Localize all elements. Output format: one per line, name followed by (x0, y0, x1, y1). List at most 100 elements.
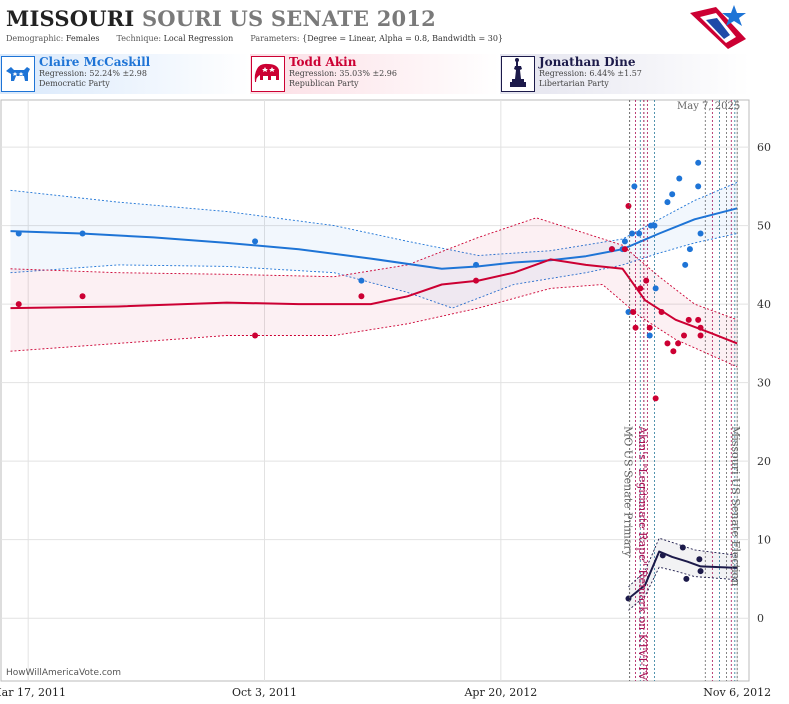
band-lower-line (10, 284, 738, 368)
poll-point (79, 293, 86, 300)
parameters-line: Demographic: Females Technique: Local Re… (6, 34, 503, 43)
site-logo-icon (690, 5, 746, 49)
poll-point (473, 277, 480, 284)
poll-point (696, 556, 703, 563)
x-tick-label: Mar 17, 2011 (0, 686, 66, 699)
candidate-name: Claire McCaskill (39, 55, 151, 69)
candidate-regression: Regression: 6.44% ±1.57 (539, 69, 642, 78)
confidence-band (628, 538, 738, 611)
poll-point (473, 261, 480, 268)
parameters-value: {Degree = Linear, Alpha = 0.8, Bandwidth… (302, 34, 504, 43)
poll-point (659, 552, 666, 559)
y-tick-label: 50 (757, 220, 771, 233)
demographic-value: Females (65, 34, 100, 43)
x-tick-label: Oct 3, 2011 (232, 686, 297, 699)
poll-point (625, 202, 632, 209)
poll-point (682, 261, 689, 268)
poll-point (695, 159, 702, 166)
poll-point (625, 595, 632, 602)
poll-point (79, 230, 86, 237)
legend-backgrounds (0, 54, 750, 94)
y-tick-label: 0 (757, 612, 764, 625)
candidate-regression: Regression: 35.03% ±2.96 (289, 69, 397, 78)
poll-point (15, 230, 22, 237)
trend-line (627, 550, 738, 600)
poll-point (676, 175, 683, 182)
poll-point (695, 183, 702, 190)
title-state: MISSOURI (6, 6, 135, 31)
elephant-icon (251, 56, 285, 92)
poll-point (685, 316, 692, 323)
poll-point (358, 277, 365, 284)
poll-point (646, 332, 653, 339)
poll-point (651, 222, 658, 229)
confidence-band (10, 182, 738, 309)
poll-point (697, 568, 704, 575)
technique-label: Technique: (116, 34, 162, 43)
legend-item-akin: Todd Akin Regression: 35.03% ±2.96 Repub… (250, 54, 500, 94)
poll-point (658, 308, 665, 315)
legend-item-mccaskill: Claire McCaskill Regression: 52.24% ±2.9… (0, 54, 250, 94)
x-tick-label: Nov 6, 2012 (703, 686, 771, 699)
poll-point (608, 246, 615, 253)
title-race: SOURI US SENATE 2012 (141, 6, 436, 31)
poll-point (695, 316, 702, 323)
poll-point (630, 308, 637, 315)
poll-point (679, 544, 686, 551)
confidence-band (10, 217, 738, 367)
poll-point (636, 230, 643, 237)
poll-point (637, 285, 644, 292)
poll-point (621, 238, 628, 245)
candidate-regression: Regression: 52.24% ±2.98 (39, 69, 147, 78)
event-label: Missouri US Senate Election (729, 426, 742, 586)
candidate-name: Todd Akin (289, 55, 357, 69)
poll-point (652, 395, 659, 402)
poll-point (252, 238, 259, 245)
poll-point (683, 575, 690, 582)
y-tick-label: 30 (757, 377, 771, 390)
date-stamp: May 7, 2025 (677, 101, 741, 112)
poll-point (664, 340, 671, 347)
plot-area (0, 99, 750, 682)
poll-point (652, 285, 659, 292)
candidate-legend: Claire McCaskill Regression: 52.24% ±2.9… (0, 54, 789, 94)
poll-point (697, 324, 704, 331)
candidate-name: Jonathan Dine (539, 55, 636, 69)
band-upper-line (10, 181, 738, 256)
liberty-statue-icon (501, 56, 535, 92)
band-lower-line (10, 233, 738, 309)
poll-point (681, 332, 688, 339)
poll-chart: 0 10 20 30 40 50 60 Mar 17, 2011 Oct 3, 2011 Apr … (0, 99, 771, 699)
band-upper-line (10, 217, 738, 321)
y-tick-label: 40 (757, 298, 771, 311)
poll-point (669, 191, 676, 198)
y-tick-label: 20 (757, 455, 771, 468)
poll-point (621, 246, 628, 253)
poll-point (632, 324, 639, 331)
page-title: MISSOURI SOURI US SENATE 2012 (6, 6, 436, 31)
y-tick-label: 60 (757, 141, 771, 154)
band-lower-line (628, 566, 738, 611)
candidate-party: Democratic Party (39, 79, 110, 88)
poll-point (643, 277, 650, 284)
technique-value: Local Regression (163, 34, 234, 43)
poll-point (697, 332, 704, 339)
site-credit: HowWillAmericaVote.com (6, 668, 122, 678)
poll-point (252, 332, 259, 339)
poll-point (664, 199, 671, 206)
event-label: MO US Senate Primary (622, 426, 635, 558)
poll-point (631, 183, 638, 190)
poll-point (686, 246, 693, 253)
poll-point (15, 301, 22, 308)
parameters-label: Parameters: (250, 34, 300, 43)
poll-point (646, 324, 653, 331)
candidate-party: Republican Party (289, 79, 359, 88)
poll-point (358, 293, 365, 300)
event-label: Akin's "Legitimate Rape" Remark on KTVI-… (636, 425, 649, 681)
donkey-icon (1, 56, 35, 92)
poll-point (629, 230, 636, 237)
legend-item-dine: Jonathan Dine Regression: 6.44% ±1.57 Li… (500, 54, 750, 94)
poll-point (675, 340, 682, 347)
x-tick-label: Apr 20, 2012 (463, 686, 537, 699)
poll-point (670, 348, 677, 355)
